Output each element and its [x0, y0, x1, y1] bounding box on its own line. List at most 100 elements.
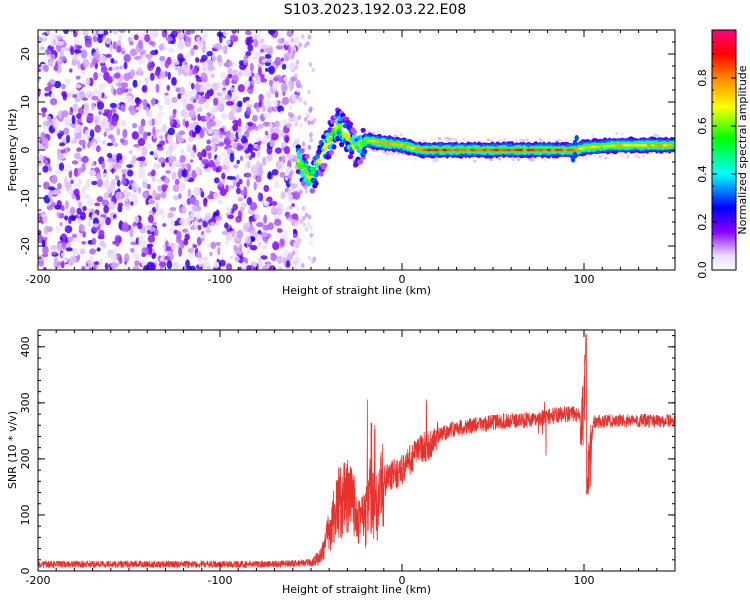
spectrogram-noise-cell — [232, 89, 238, 99]
spectrogram-noise-cell — [306, 113, 310, 119]
spectrogram-noise-cell — [307, 144, 312, 150]
spectrogram-noise-cell — [70, 255, 77, 264]
spectrogram-noise-cell — [271, 205, 277, 214]
spectrogram-noise-cell — [117, 205, 123, 213]
spectrogram-noise-cell — [131, 131, 139, 140]
spectrogram-noise-cell — [42, 33, 46, 43]
spectrogram-halo-cell — [473, 159, 477, 163]
spectrogram-noise-cell — [209, 251, 213, 257]
spectrogram-noise-cell — [76, 147, 82, 152]
spectrogram-transition-cell — [572, 139, 578, 146]
spectrogram-noise-cell — [193, 45, 199, 50]
spectrogram-noise-cell — [277, 266, 283, 270]
spectrogram-noise-cell — [100, 67, 108, 74]
spectrogram-noise-cell — [280, 82, 288, 92]
snr-xlabel: Height of straight line (km) — [282, 583, 431, 596]
spectrogram-noise-cell — [117, 236, 122, 244]
spectrogram-halo-cell — [445, 138, 450, 142]
snr-xtick-label: 0 — [399, 574, 406, 587]
spectrogram-noise-cell — [220, 152, 226, 157]
spectrogram-noise-cell — [267, 233, 272, 238]
spectrogram-noise-cell — [71, 160, 79, 165]
spectrogram-noise-cell — [262, 136, 268, 143]
spectrogram-noise-cell — [162, 124, 167, 133]
snr-marks — [38, 333, 675, 569]
spectrogram-noise-cell — [170, 117, 174, 125]
spectrogram-noise-cell — [111, 168, 115, 174]
spectrogram-noise-cell — [283, 229, 288, 239]
spectrogram-noise-cell — [210, 73, 216, 79]
spectrogram-noise-cell — [78, 224, 86, 232]
spectrogram-noise-cell — [225, 100, 234, 106]
spectrogram-noise-cell — [307, 89, 311, 95]
spectrogram-noise-cell — [306, 41, 310, 47]
spectrogram-noise-cell — [129, 69, 136, 77]
spectrogram-noise-cell — [96, 172, 102, 181]
spectrogram-noise-cell — [269, 80, 274, 87]
spectrogram-noise-cell — [295, 250, 299, 254]
spectrogram-noise-cell — [269, 140, 276, 148]
spectrogram-noise-cell — [286, 30, 294, 38]
snr-frame — [37, 329, 676, 572]
spectrogram-noise-cell — [115, 191, 123, 201]
spectrogram-noise-cell — [88, 169, 97, 177]
spectrogram-ytick-label: 20 — [19, 47, 32, 61]
spectrogram-noise-cell — [257, 123, 264, 129]
spectrogram-noise-cell — [283, 52, 290, 62]
spectrogram-noise-cell — [250, 151, 256, 158]
spectrogram-noise-cell — [137, 222, 143, 230]
spectrogram-noise-cell — [287, 190, 292, 196]
spectrogram-noise-cell — [140, 118, 146, 127]
spectrogram-noise-cell — [226, 263, 233, 270]
spectrogram-noise-cell — [114, 142, 119, 147]
snr-chart: -200 -100 0 100 0 100 200 300 400 Height of stra… — [6, 329, 676, 596]
spectrogram-noise-cell — [179, 218, 186, 225]
spectrogram-noise-cell — [50, 54, 56, 61]
spectrogram-noise-cell — [61, 233, 67, 241]
spectrogram-noise-cell — [178, 130, 186, 135]
spectrogram-noise-cell — [221, 179, 226, 185]
spectrogram-noise-cell — [228, 233, 233, 242]
spectrogram-noise-cell — [167, 133, 172, 143]
spectrogram-noise-cell — [254, 213, 260, 220]
spectrogram-noise-cell — [132, 79, 138, 88]
spectrogram-noise-cell — [245, 235, 252, 245]
spectrogram-noise-cell — [64, 163, 72, 173]
spectrogram-noise-cell — [164, 60, 170, 69]
spectrogram-noise-cell — [288, 179, 293, 185]
spectrogram-noise-cell — [197, 224, 202, 231]
spectrogram-noise-cell — [239, 155, 244, 161]
spectrogram-transition-cell — [347, 121, 354, 127]
spectrogram-noise-cell — [183, 111, 190, 119]
spectrogram-noise-cell — [182, 118, 186, 127]
spectrogram-noise-cell — [307, 34, 312, 40]
spectrogram-noise-cell — [281, 63, 287, 70]
spectrogram-noise-cell — [177, 53, 184, 62]
spectrogram-noise-cell — [187, 247, 195, 253]
spectrogram-noise-cell — [169, 227, 175, 234]
spectrogram-noise-cell — [63, 30, 69, 35]
spectrogram-noise-cell — [103, 131, 107, 137]
spectrogram-noise-cell — [57, 132, 62, 140]
spectrogram-noise-cell — [194, 82, 200, 92]
spectrogram-noise-cell — [191, 69, 199, 75]
spectrogram-noise-cell — [82, 97, 88, 101]
spectrogram-noise-cell — [83, 193, 91, 200]
spectrogram-noise-cell — [221, 89, 228, 97]
spectrogram-noise-cell — [217, 94, 224, 104]
spectrogram-noise-cell — [111, 66, 118, 72]
spectrogram-noise-cell — [165, 170, 172, 174]
spectrogram-noise-cell — [81, 265, 86, 270]
spectrogram-noise-cell — [196, 36, 201, 43]
spectrogram-noise-cell — [133, 143, 141, 148]
spectrogram-noise-cell — [281, 155, 286, 164]
spectrogram-noise-cell — [211, 134, 220, 139]
spectrogram-noise-cell — [173, 184, 180, 193]
spectrogram-noise-cell — [106, 158, 114, 163]
spectrogram-ylabel: Frequency (Hz) — [6, 109, 19, 192]
spectrogram-noise-cell — [195, 252, 201, 258]
spectrogram-halo-cell — [412, 157, 417, 161]
spectrogram-noise-cell — [263, 201, 270, 206]
spectrogram-halo-cell — [486, 138, 491, 142]
spectrogram-noise-cell — [132, 123, 138, 129]
